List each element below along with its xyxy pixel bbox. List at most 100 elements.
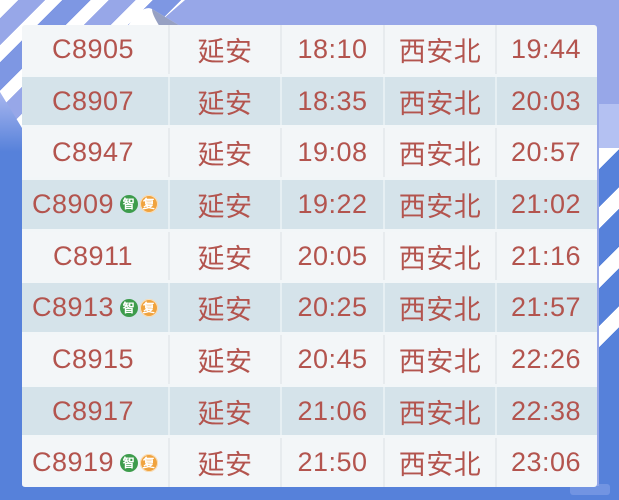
train-number: C8911 [52,240,134,271]
timetable-row: C8947 延安 19:08 西安北 20:57 [22,128,597,181]
arrive-station: 西安北 [398,398,482,429]
train-number-cell: C8919 智复 [22,438,170,487]
arrive-time: 20:03 [510,85,582,116]
train-number: C8905 [51,33,135,64]
depart-station: 延安 [197,191,253,222]
arrive-time: 23:06 [510,447,582,478]
depart-station: 延安 [197,243,253,274]
arrive-time: 21:57 [510,292,582,323]
arrive-station: 西安北 [398,346,482,377]
bottom-blue-band [0,486,619,500]
depart-time-cell: 20:25 [282,283,385,333]
depart-station: 延安 [197,450,253,481]
depart-station: 延安 [197,140,253,171]
depart-time: 19:22 [297,188,368,219]
timetable-row: C8905 延安 18:10 西安北 19:44 [22,25,597,77]
arrive-time-cell: 20:57 [497,128,595,177]
depart-time: 20:25 [297,292,368,323]
depart-station-cell: 延安 [170,25,282,74]
depart-station-cell: 延安 [170,76,282,126]
timetable-row: C8909 智复 延安 19:22 西安北 21:02 [22,180,597,232]
fuxing-badge-icon: 复 [140,453,159,472]
depart-time: 18:35 [297,85,368,116]
arrive-time-cell: 20:03 [497,77,595,126]
left-blue-band [0,92,22,500]
train-number: C8915 [51,343,135,374]
depart-station-cell: 延安 [170,231,282,281]
train-number-cell: C8907 [22,76,170,126]
timetable-row: C8907 延安 18:35 西安北 20:03 [22,76,597,129]
arrive-time: 19:44 [510,33,582,64]
depart-station-cell: 延安 [170,386,282,436]
arrive-time-cell: 22:38 [497,387,595,436]
depart-station-cell: 延安 [170,335,282,384]
depart-station: 延安 [197,88,253,119]
arrive-time: 21:02 [510,188,582,219]
smart-emu-badge-icon: 智 [120,298,139,317]
depart-time-cell: 21:50 [282,438,385,487]
arrive-station: 西安北 [398,450,482,481]
arrive-time-cell: 22:26 [497,335,595,384]
timetable-row: C8911 延安 20:05 西安北 21:16 [22,231,597,284]
arrive-time: 22:38 [510,395,582,426]
depart-time: 18:10 [297,33,368,64]
right-stripe-band [599,0,619,500]
arrive-station: 西安北 [398,140,482,171]
train-number: C8913 [31,292,115,323]
timetable-row: C8917 延安 21:06 西安北 22:38 [22,386,597,439]
arrive-station-cell: 西安北 [385,128,497,178]
train-number-cell: C8909 智复 [22,180,170,229]
depart-time: 21:50 [297,447,368,478]
arrive-time-cell: 23:06 [497,438,595,487]
train-number: C8909 [31,188,115,219]
train-number-cell: C8911 [22,231,170,281]
arrive-time: 21:16 [510,240,582,271]
depart-station: 延安 [197,398,253,429]
arrive-station: 西安北 [398,191,482,222]
arrive-time-cell: 19:44 [497,25,595,74]
depart-station: 延安 [197,295,253,326]
train-number-cell: C8905 [22,25,170,74]
depart-time-cell: 21:06 [282,386,385,436]
train-timetable: C8905 延安 18:10 西安北 19:44 C8907 延安 18:35 … [22,25,597,487]
train-number-cell: C8947 [22,128,170,178]
depart-station-cell: 延安 [170,283,282,333]
train-number: C8947 [51,137,135,168]
fuxing-badge-icon: 复 [140,298,159,317]
depart-time-cell: 19:22 [282,180,385,229]
depart-station-cell: 延安 [170,128,282,178]
arrive-station-cell: 西安北 [385,335,497,384]
depart-time-cell: 18:10 [282,25,385,74]
badge-group: 智复 [118,195,159,214]
depart-time-cell: 19:08 [282,128,385,178]
arrive-station-cell: 西安北 [385,25,497,74]
timetable-row: C8919 智复 延安 21:50 西安北 23:06 [22,438,597,487]
depart-time-cell: 18:35 [282,76,385,126]
train-number: C8917 [51,395,135,426]
train-number: C8907 [51,85,135,116]
badge-group: 智复 [118,453,159,472]
depart-time: 20:05 [297,240,368,271]
arrive-time: 22:26 [510,343,582,374]
smart-emu-badge-icon: 智 [120,195,139,214]
timetable-row: C8915 延安 20:45 西安北 22:26 [22,335,597,387]
arrive-station-cell: 西安北 [385,283,497,333]
arrive-station-cell: 西安北 [385,180,497,229]
train-number-cell: C8915 [22,335,170,384]
train-number-cell: C8913 智复 [22,283,170,333]
arrive-time-cell: 21:02 [497,180,595,229]
timetable-row: C8913 智复 延安 20:25 西安北 21:57 [22,283,597,336]
depart-time: 21:06 [297,395,368,426]
depart-station: 延安 [197,346,253,377]
depart-time: 19:08 [297,137,368,168]
arrive-time: 20:57 [510,137,582,168]
badge-group: 智复 [118,298,159,317]
train-number-cell: C8917 [22,386,170,436]
depart-time-cell: 20:05 [282,231,385,281]
watermark-remnant [570,484,610,495]
depart-station-cell: 延安 [170,180,282,229]
arrive-station-cell: 西安北 [385,231,497,281]
arrive-station: 西安北 [398,295,482,326]
arrive-station: 西安北 [398,36,482,67]
depart-time-cell: 20:45 [282,335,385,384]
